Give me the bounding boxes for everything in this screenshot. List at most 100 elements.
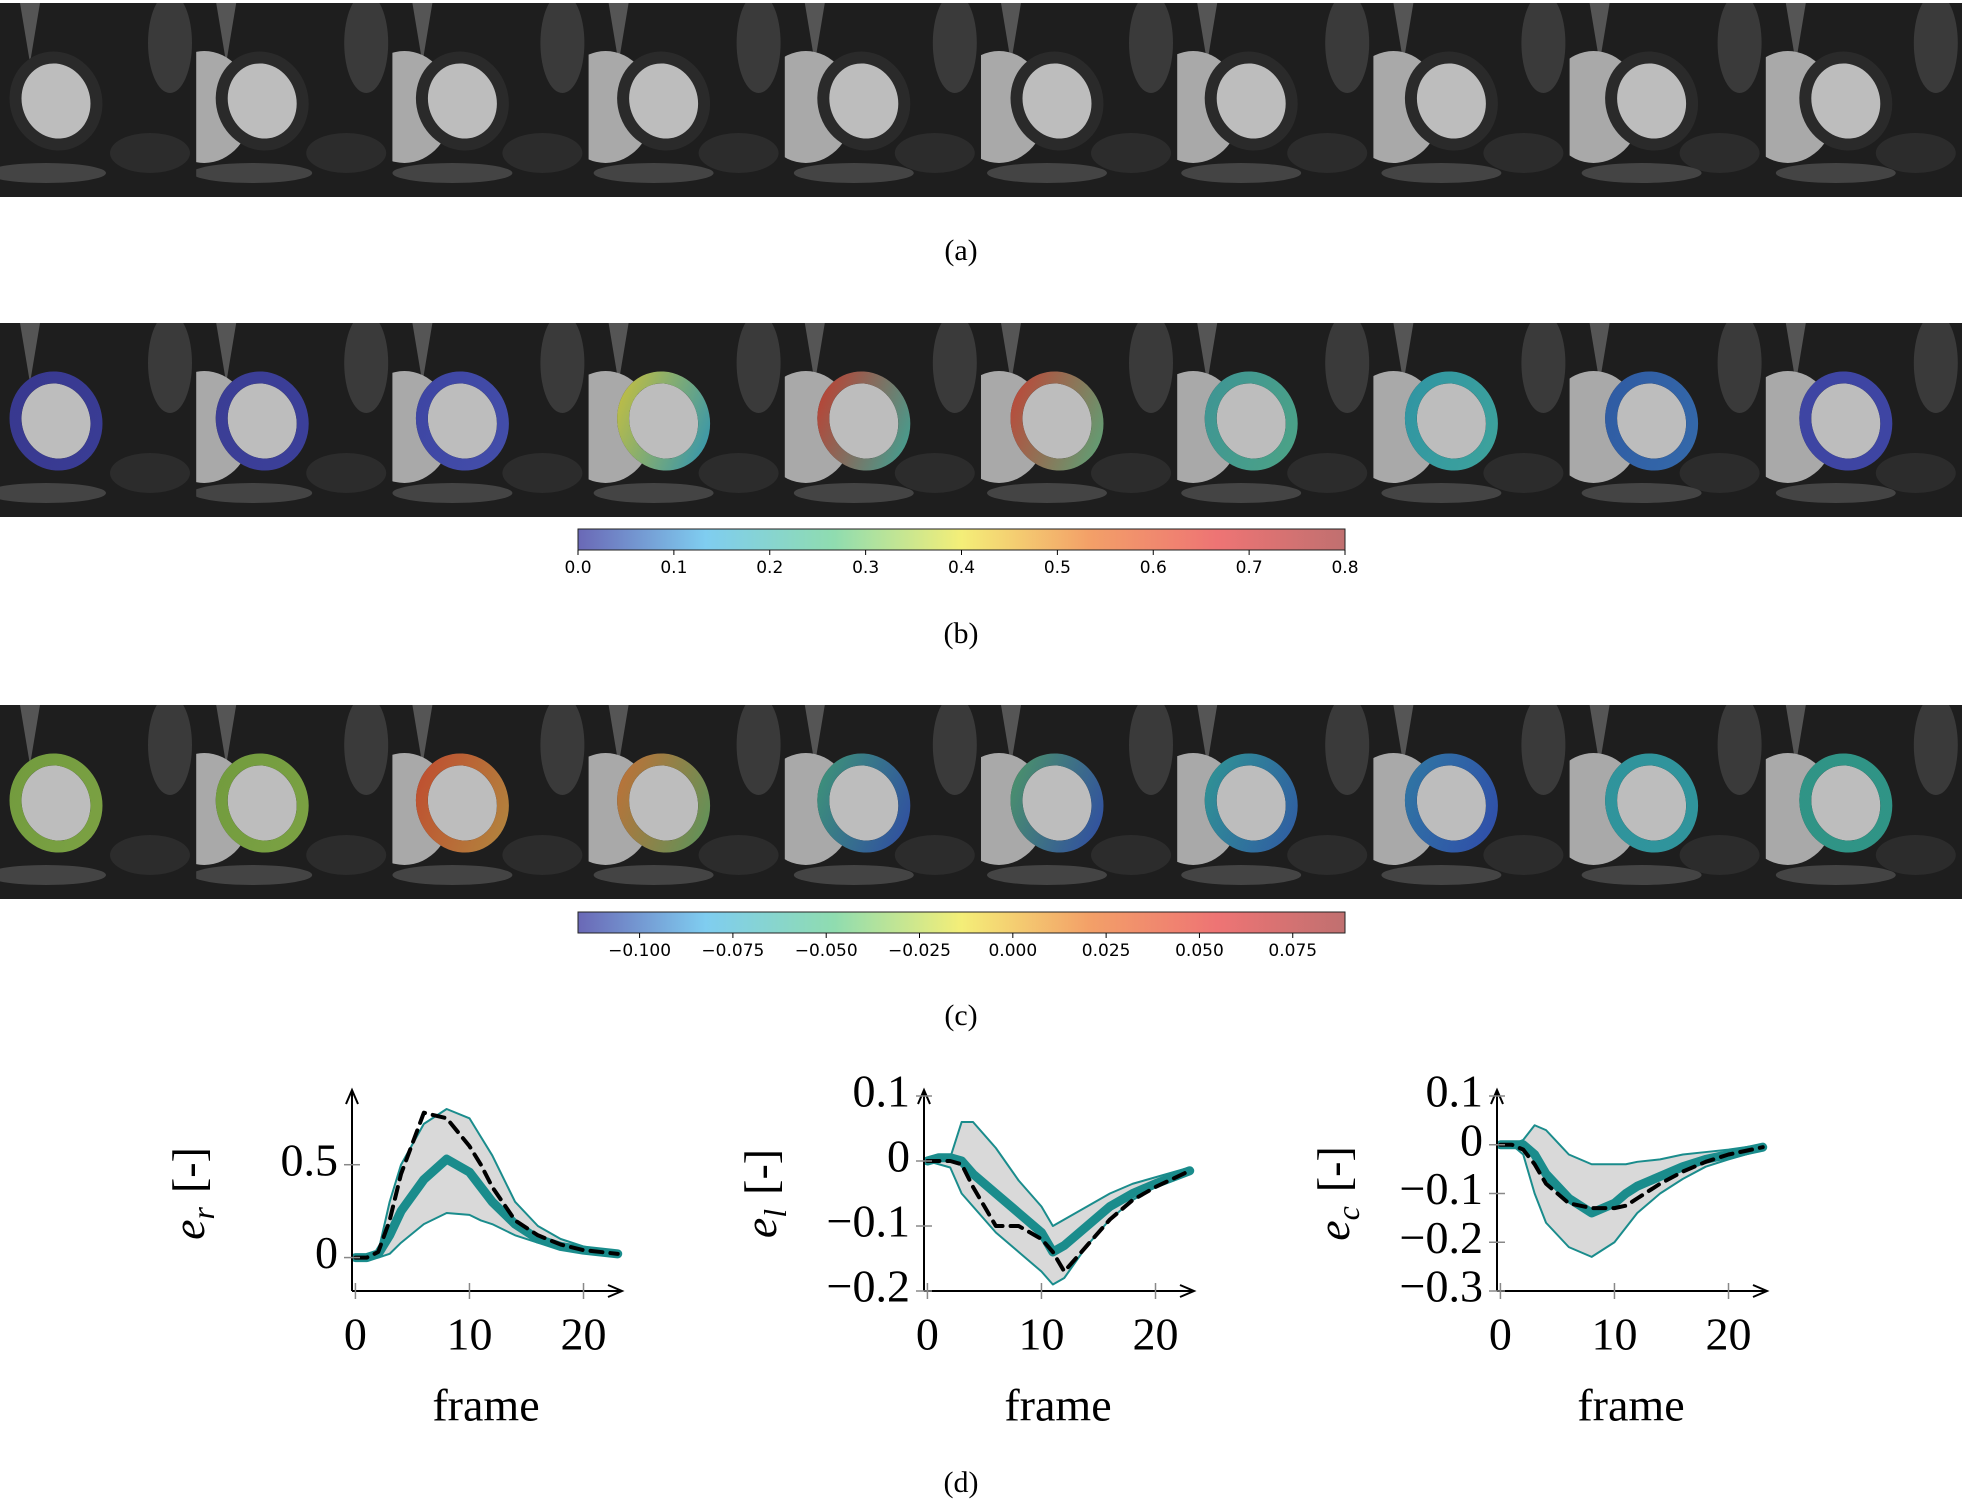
anatomy xyxy=(932,323,977,413)
anatomy xyxy=(1775,865,1896,885)
y-tick-label: −0.3 xyxy=(1400,1261,1483,1312)
anatomy xyxy=(196,865,313,885)
x-tick-label: 20 xyxy=(1133,1309,1179,1360)
anatomy xyxy=(1785,705,1806,765)
anatomy xyxy=(412,323,433,383)
anatomy xyxy=(1717,323,1762,413)
band-upper-edge xyxy=(1499,1124,1764,1166)
colorbar-tick-label: 0.2 xyxy=(756,558,783,578)
mri-frame xyxy=(981,3,1178,197)
anatomy xyxy=(894,835,975,875)
y-label-symbol: e xyxy=(163,1220,214,1240)
anatomy xyxy=(1325,3,1370,93)
reference-line xyxy=(1498,1142,1765,1211)
mri-frame xyxy=(1373,3,1571,197)
mri-frame xyxy=(588,705,786,899)
mri-frame xyxy=(1177,3,1374,197)
x-tick-label: 10 xyxy=(1591,1309,1637,1360)
colorbar-tick-label: 0.4 xyxy=(948,558,975,578)
anatomy xyxy=(793,163,914,183)
blood-pool xyxy=(1022,383,1092,459)
y-tick-label: 0 xyxy=(887,1131,910,1182)
mri-frame xyxy=(1569,323,1767,517)
strain-ring xyxy=(817,371,911,471)
y-tick-label: 0.5 xyxy=(281,1134,339,1185)
anatomy xyxy=(196,163,313,183)
blood-pool xyxy=(21,765,91,841)
y-axis-label: el [-] xyxy=(735,1149,793,1238)
anatomy xyxy=(1001,705,1021,765)
mri-frame xyxy=(392,3,590,197)
y-tick-label: 0 xyxy=(315,1227,338,1278)
anatomy xyxy=(1287,453,1368,493)
anatomy xyxy=(1679,453,1760,493)
anatomy xyxy=(736,3,781,93)
blood-pool xyxy=(1416,383,1486,459)
spread-band xyxy=(927,1122,1190,1285)
anatomy xyxy=(392,163,513,183)
anatomy xyxy=(0,483,106,503)
mean-line xyxy=(350,1154,623,1263)
y-tick-label: 0.1 xyxy=(853,1066,911,1117)
colorbar-tick-label: −0.025 xyxy=(888,941,951,961)
spread-band xyxy=(355,1109,618,1258)
mri-frame xyxy=(1569,3,1767,197)
anatomy xyxy=(1913,705,1958,795)
y-label-subscript: c xyxy=(1330,1206,1366,1220)
y-tick-label: −0.2 xyxy=(827,1261,910,1312)
y-tick-label: −0.1 xyxy=(1400,1163,1483,1214)
x-tick-label: 10 xyxy=(1018,1309,1064,1360)
anatomy xyxy=(344,3,389,93)
colorbar-tick-label: 0.075 xyxy=(1268,941,1317,961)
colorbar xyxy=(577,528,1346,551)
anatomy xyxy=(20,323,40,383)
blood-pool xyxy=(1617,63,1687,139)
strain-ring xyxy=(617,753,711,853)
anatomy xyxy=(502,835,583,875)
strain-ring xyxy=(9,753,103,853)
blood-pool xyxy=(1416,765,1486,841)
strain-ring xyxy=(1605,753,1699,853)
anatomy xyxy=(793,483,914,503)
strain-ring xyxy=(1404,753,1498,853)
anatomy xyxy=(894,133,975,173)
x-axis-arrow xyxy=(1752,1284,1770,1298)
anatomy xyxy=(1325,705,1370,795)
blood-pool xyxy=(1216,63,1286,139)
mri-frame xyxy=(588,3,786,197)
anatomy xyxy=(1775,483,1896,503)
strain-ring xyxy=(1010,371,1104,471)
x-tick-label: 10 xyxy=(446,1309,492,1360)
anatomy xyxy=(1679,133,1760,173)
y-label-symbol: e xyxy=(735,1218,786,1238)
anatomy xyxy=(216,3,237,63)
anatomy xyxy=(1381,483,1502,503)
colorbar-tick-label: −0.075 xyxy=(701,941,764,961)
blood-pool xyxy=(629,63,699,139)
mri-frame xyxy=(588,323,786,517)
anatomy xyxy=(593,163,714,183)
mri-frame xyxy=(392,323,590,517)
x-axis-label: frame xyxy=(1577,1380,1684,1431)
anatomy xyxy=(1001,3,1021,63)
anatomy xyxy=(502,133,583,173)
anatomy xyxy=(540,323,585,413)
y-tick-label: 0.1 xyxy=(1426,1066,1484,1117)
y-tick-label: −0.1 xyxy=(827,1196,910,1247)
anatomy xyxy=(793,865,914,885)
anatomy xyxy=(1381,865,1502,885)
y-axis-label: er [-] xyxy=(163,1147,221,1240)
mri-frame xyxy=(0,323,197,517)
blood-pool xyxy=(1811,383,1881,459)
blood-pool xyxy=(829,383,899,459)
mri-frame xyxy=(196,3,393,197)
colorbar-tick-label: −0.050 xyxy=(795,941,858,961)
blood-pool xyxy=(829,63,899,139)
y-label-unit: [-] xyxy=(1308,1146,1359,1192)
x-tick-label: 0 xyxy=(344,1309,367,1360)
anatomy xyxy=(1129,3,1173,93)
mri-frame xyxy=(981,705,1178,899)
anatomy xyxy=(1393,3,1414,63)
anatomy xyxy=(540,3,585,93)
